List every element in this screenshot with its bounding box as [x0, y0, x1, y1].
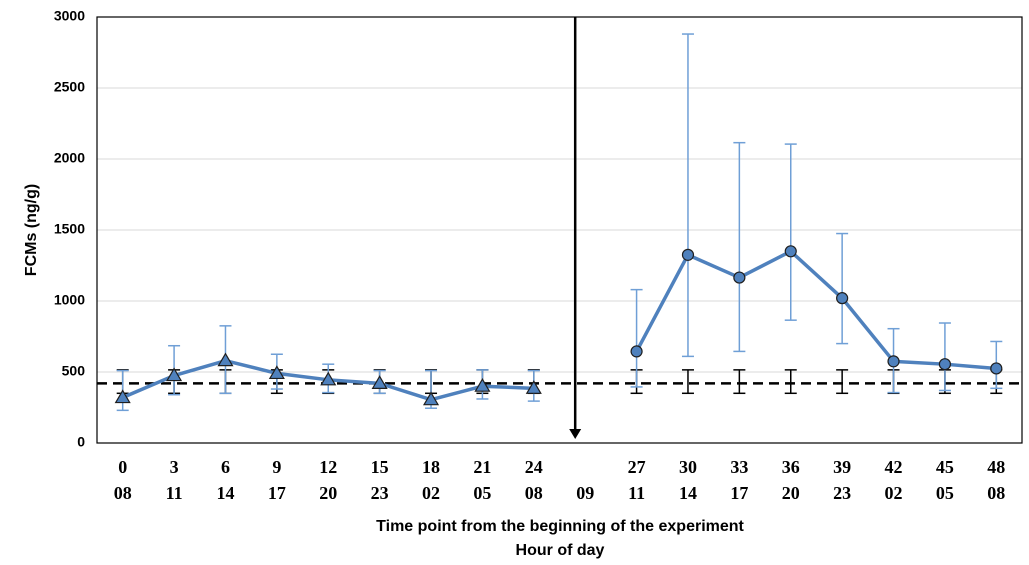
x-axis-label: Time point from the beginning of the exp… [376, 518, 744, 535]
marker [784, 245, 797, 258]
x-tick-label-hour: 17 [730, 483, 748, 503]
x-tick-label: 15 [371, 457, 389, 477]
y-tick-label: 1000 [54, 292, 85, 308]
marker [990, 362, 1003, 375]
baseline-error-bar [681, 369, 694, 395]
x-tick-label-hour: 08 [987, 483, 1005, 503]
x-tick-label: 12 [319, 457, 337, 477]
x-tick-label: 6 [221, 457, 230, 477]
error-bar [733, 141, 746, 353]
error-bar [836, 232, 849, 345]
marker [166, 367, 183, 382]
x-tick-label-hour: 20 [782, 483, 800, 503]
marker [114, 389, 131, 404]
x-tick-label: 0 [118, 457, 127, 477]
x-tick-label-hour: 11 [166, 483, 183, 503]
y-tick-label: 3000 [54, 8, 85, 24]
y-axis-label: FCMs (ng/g) [23, 184, 40, 276]
x-tick-label-hour: 23 [371, 483, 389, 503]
marker [525, 380, 542, 394]
y-tick-label: 0 [77, 434, 85, 450]
baseline-error-bar [836, 369, 849, 395]
error-bar [630, 288, 643, 388]
y-tick-label: 2500 [54, 79, 85, 95]
x-tick-label: 9 [272, 457, 281, 477]
x-tick-label-hour: 17 [268, 483, 286, 503]
y-tick-label: 500 [62, 363, 86, 379]
error-bar [938, 322, 951, 392]
plot-frame [96, 16, 1023, 444]
x-axis-label-2: Hour of day [516, 542, 605, 559]
marker [320, 371, 337, 386]
marker [268, 365, 285, 380]
marker [474, 378, 491, 392]
error-bar [784, 143, 797, 321]
x-tick-label-hour: 20 [319, 483, 337, 503]
marker [836, 292, 849, 305]
y-tick-label: 2000 [54, 150, 85, 166]
x-tick-label: 42 [885, 457, 903, 477]
x-tick-label-hour: 11 [628, 483, 645, 503]
arrow-head [569, 429, 582, 439]
marker [887, 355, 900, 368]
x-tick-label-hour: 05 [936, 483, 954, 503]
y-tick-label: 1500 [54, 221, 85, 237]
marker [630, 345, 643, 358]
x-tick-label: 21 [473, 457, 491, 477]
x-tick-label-hour: 14 [216, 483, 234, 503]
x-tick-label: 48 [987, 457, 1005, 477]
marker [217, 352, 234, 367]
x-tick-label-hour: 05 [473, 483, 491, 503]
x-tick-label: 27 [628, 457, 646, 477]
x-tick-label-hour: 02 [885, 483, 903, 503]
marker [371, 375, 388, 389]
baseline-error-bar [733, 369, 746, 395]
x-tick-label: 33 [730, 457, 748, 477]
x-tick-label: 39 [833, 457, 851, 477]
x-tick-label: 24 [525, 457, 543, 477]
x-tick-label-hour: 02 [422, 483, 440, 503]
x-tick-label: 30 [679, 457, 697, 477]
error-bar [681, 33, 694, 358]
x-tick-label: 3 [170, 457, 179, 477]
series-line [635, 249, 997, 371]
x-tick-label-hour: 09 [576, 483, 594, 503]
marker [681, 248, 695, 261]
marker [422, 391, 440, 406]
marker [733, 271, 746, 284]
x-tick-label-hour: 08 [525, 483, 543, 503]
x-tick-label: 36 [782, 457, 800, 477]
marker [938, 358, 952, 371]
baseline-error-bar [784, 369, 797, 395]
x-tick-label: 45 [936, 457, 954, 477]
x-tick-label-hour: 23 [833, 483, 851, 503]
x-tick-label-hour: 14 [679, 483, 697, 503]
x-tick-label-hour: 08 [114, 483, 132, 503]
x-tick-label: 18 [422, 457, 440, 477]
